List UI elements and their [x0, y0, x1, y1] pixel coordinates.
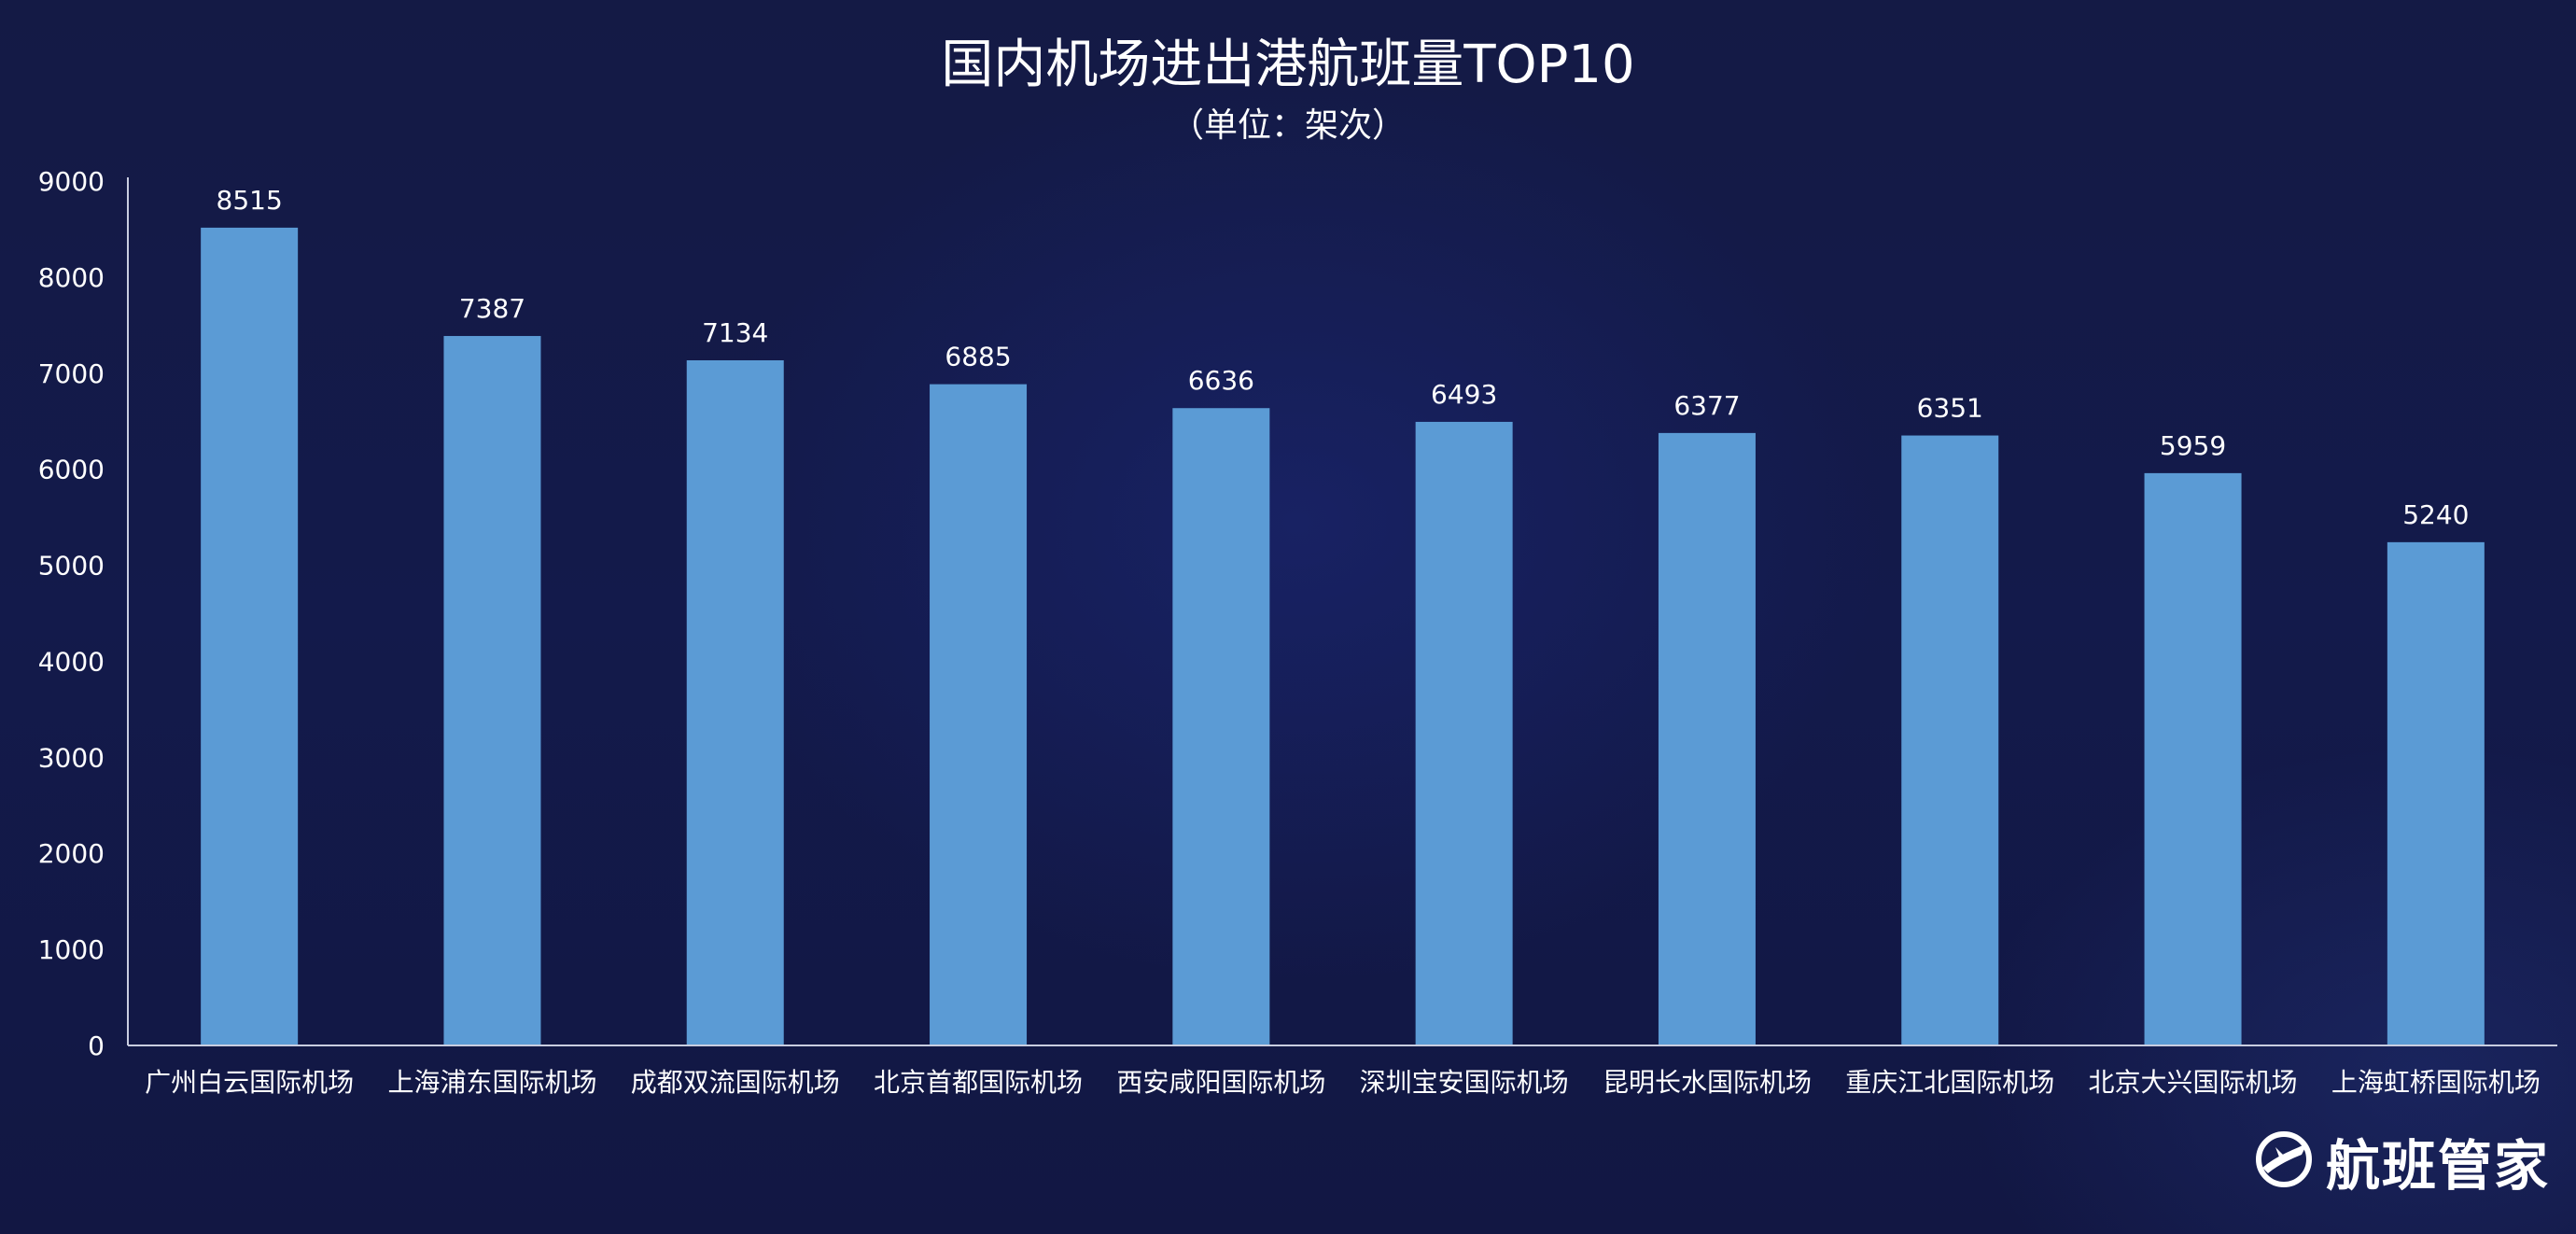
x-category-label: 北京大兴国际机场 — [2089, 1067, 2298, 1098]
y-tick-label: 0 — [88, 1031, 105, 1061]
bar-value-label: 6636 — [1188, 365, 1254, 396]
bars — [201, 227, 2485, 1045]
x-category-label: 成都双流国际机场 — [631, 1067, 840, 1098]
y-tick-label: 5000 — [38, 551, 105, 582]
bar — [1901, 435, 1999, 1045]
chart-subtitle: （单位：架次） — [1169, 106, 1406, 145]
x-category-label: 广州白云国际机场 — [145, 1067, 354, 1098]
x-category-label: 深圳宝安国际机场 — [1360, 1067, 1569, 1098]
bar-value-label: 5959 — [2160, 430, 2226, 461]
bar — [2387, 541, 2485, 1045]
bar-value-label: 7387 — [459, 293, 525, 324]
brand-name: 航班管家 — [2325, 1134, 2550, 1198]
bar-value-label: 6377 — [1673, 390, 1740, 421]
bar — [1415, 421, 1513, 1045]
y-tick-label: 2000 — [38, 838, 105, 869]
brand-logo: 航班管家 — [2255, 1122, 2550, 1200]
bar — [1658, 432, 1756, 1045]
y-tick-label: 8000 — [38, 262, 105, 293]
x-category-label: 重庆江北国际机场 — [1845, 1067, 2054, 1098]
bar-value-label: 6351 — [1917, 393, 1983, 424]
bar-value-label: 6885 — [945, 342, 1011, 372]
bar-value-label: 8515 — [217, 185, 283, 216]
bar-value-label: 7134 — [702, 317, 768, 348]
bar — [930, 384, 1028, 1045]
x-category-label: 西安咸阳国际机场 — [1116, 1067, 1325, 1098]
bar — [443, 335, 541, 1045]
x-category-label: 昆明长水国际机场 — [1603, 1067, 1812, 1098]
bar — [686, 359, 784, 1045]
bar-value-label: 5240 — [2402, 499, 2469, 530]
chart-title: 国内机场进出港航班量TOP10 — [941, 35, 1635, 95]
y-tick-label: 1000 — [38, 934, 105, 965]
y-tick-label: 4000 — [38, 646, 105, 677]
brand-logo-icon — [2255, 1130, 2313, 1192]
bar — [1172, 408, 1270, 1045]
category-labels: 广州白云国际机场 上海浦东国际机场 成都双流国际机场 北京首都国际机场 西安咸阳国际机场… — [145, 1067, 2541, 1098]
bar-value-label: 6493 — [1431, 379, 1497, 410]
y-tick-label: 3000 — [38, 742, 105, 773]
y-tick-label: 9000 — [38, 166, 105, 197]
y-axis-ticks: 0 1000 2000 3000 4000 5000 6000 7000 8000 9000 — [38, 166, 105, 1061]
value-labels: 8515 7387 7134 6885 6636 6493 6377 6351 5959 5240 — [217, 185, 2470, 530]
x-category-label: 北京首都国际机场 — [874, 1067, 1083, 1098]
y-tick-label: 7000 — [38, 358, 105, 389]
y-tick-label: 6000 — [38, 455, 105, 485]
bar — [2144, 472, 2242, 1045]
x-category-label: 上海浦东国际机场 — [387, 1067, 596, 1098]
title-block: 国内机场进出港航班量TOP10 （单位：架次） — [0, 28, 2576, 149]
bar — [201, 227, 299, 1045]
x-category-label: 上海虹桥国际机场 — [2331, 1067, 2541, 1098]
